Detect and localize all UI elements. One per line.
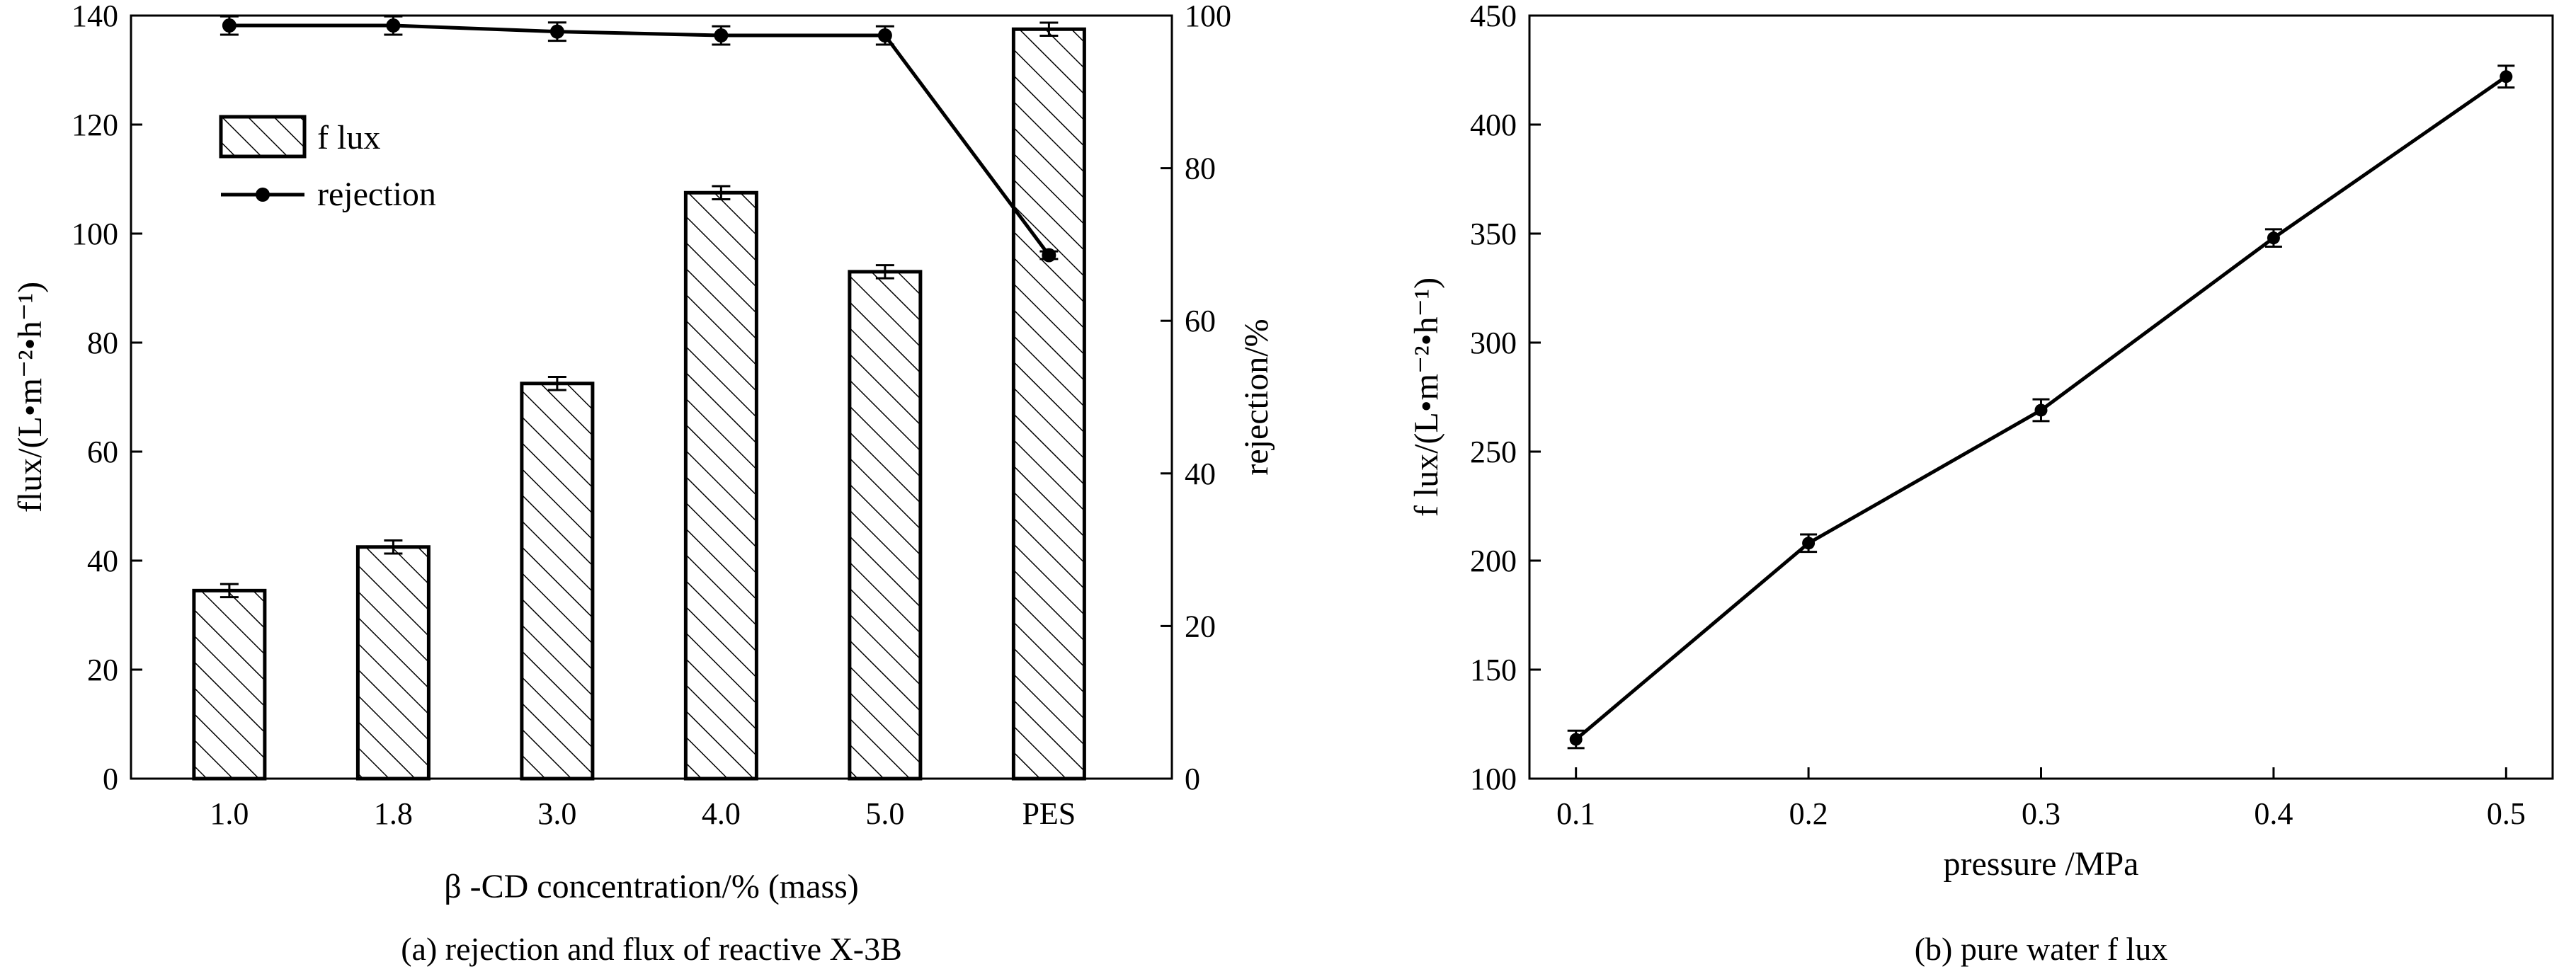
y-axis-label: flux/(L•m⁻²•h⁻¹) — [11, 282, 49, 512]
rejection-point — [877, 28, 892, 43]
y-tick-label: 100 — [72, 217, 118, 251]
chart-b: 100 150 200 250 300 350 400 450 0.1 0.2 0.3 0.4 0.5 f… — [1408, 0, 2554, 967]
flux-point — [1802, 537, 1816, 550]
caption-a: (a) rejection and flux of reactive X-3B — [401, 931, 902, 967]
legend-label-flux: f lux — [317, 119, 380, 156]
y-tick-label: 450 — [1470, 0, 1517, 33]
legend-swatch-flux — [219, 115, 307, 159]
caption-b: (b) pure water f lux — [1915, 931, 2168, 967]
bar-1.8 — [355, 545, 431, 781]
y-tick-label: 0 — [103, 762, 118, 796]
x-axis-label: β -CD concentration/% (mass) — [444, 868, 859, 905]
y-tick-label: 250 — [1470, 435, 1517, 469]
flux-point — [2500, 70, 2513, 84]
x-tick-label: 0.4 — [2254, 796, 2293, 831]
y-tick-label: 40 — [87, 544, 118, 578]
bar-3.0 — [520, 382, 595, 781]
x-tick-label: 0.2 — [1789, 796, 1828, 831]
x-tick-label: 1.0 — [210, 796, 249, 831]
y-tick-label: 350 — [1470, 217, 1517, 251]
y-tick-label: 300 — [1470, 326, 1517, 360]
rejection-point — [1042, 248, 1056, 263]
bar-error-bar — [712, 185, 731, 200]
rejection-point — [714, 28, 729, 43]
y-tick-label: 20 — [87, 653, 118, 687]
x-tick-label: 1.8 — [374, 796, 413, 831]
y2-tick-label: 60 — [1185, 304, 1216, 338]
bar-error-bar — [1039, 21, 1059, 37]
y-tick-label: 120 — [72, 108, 118, 142]
y-tick-label: 400 — [1470, 108, 1517, 142]
flux-point — [2034, 403, 2048, 417]
y-tick-label: 100 — [1470, 762, 1517, 796]
flux-point — [2267, 231, 2280, 245]
legend-label-rejection: rejection — [317, 176, 436, 213]
y2-axis-label: rejection/% — [1238, 319, 1275, 475]
bar-1.0 — [192, 588, 267, 781]
x-axis-label: pressure /MPa — [1944, 845, 2139, 883]
x-tick-label: 5.0 — [865, 796, 904, 831]
rejection-line — [229, 23, 1051, 256]
rejection-point — [549, 24, 564, 39]
y-tick-label: 140 — [72, 0, 118, 33]
plot-frame-b — [1528, 14, 2554, 780]
flux-point — [1569, 733, 1583, 746]
bar-5.0 — [848, 270, 923, 781]
y-tick-label: 200 — [1470, 544, 1517, 578]
rejection-point — [386, 18, 401, 33]
chart-a: 0 20 40 60 80 100 120 140 0 20 40 60 80 100 1.0 1.8 3.0 4… — [11, 0, 1275, 967]
x-tick-label: 4.0 — [702, 796, 741, 831]
x-tick-label: 0.5 — [2487, 796, 2526, 831]
y-axis-label: f lux/(L•m⁻²•h⁻¹) — [1408, 277, 1445, 517]
bar-error-bar — [384, 539, 403, 555]
x-tick-label: 0.1 — [1556, 796, 1595, 831]
x-tick-label: 3.0 — [537, 796, 576, 831]
y2-tick-label: 20 — [1185, 609, 1216, 643]
plot-frame-a — [130, 14, 1173, 780]
y-tick-label: 80 — [87, 326, 118, 360]
x-tick-label: PES — [1022, 796, 1076, 831]
y2-tick-label: 100 — [1185, 0, 1231, 33]
y2-tick-label: 0 — [1185, 762, 1200, 796]
bar-error-bar — [220, 583, 239, 599]
bar-4.0 — [683, 190, 758, 781]
bar-error-bar — [875, 264, 894, 280]
bar-PES — [1011, 27, 1086, 781]
y2-tick-label: 40 — [1185, 457, 1216, 491]
legend-marker-rejection — [256, 188, 270, 202]
bar-error-bar — [547, 376, 566, 391]
y2-tick-label: 80 — [1185, 151, 1216, 186]
y-tick-label: 60 — [87, 435, 118, 469]
rejection-point — [222, 18, 236, 33]
y-tick-label: 150 — [1470, 653, 1517, 687]
x-tick-label: 0.3 — [2022, 796, 2061, 831]
